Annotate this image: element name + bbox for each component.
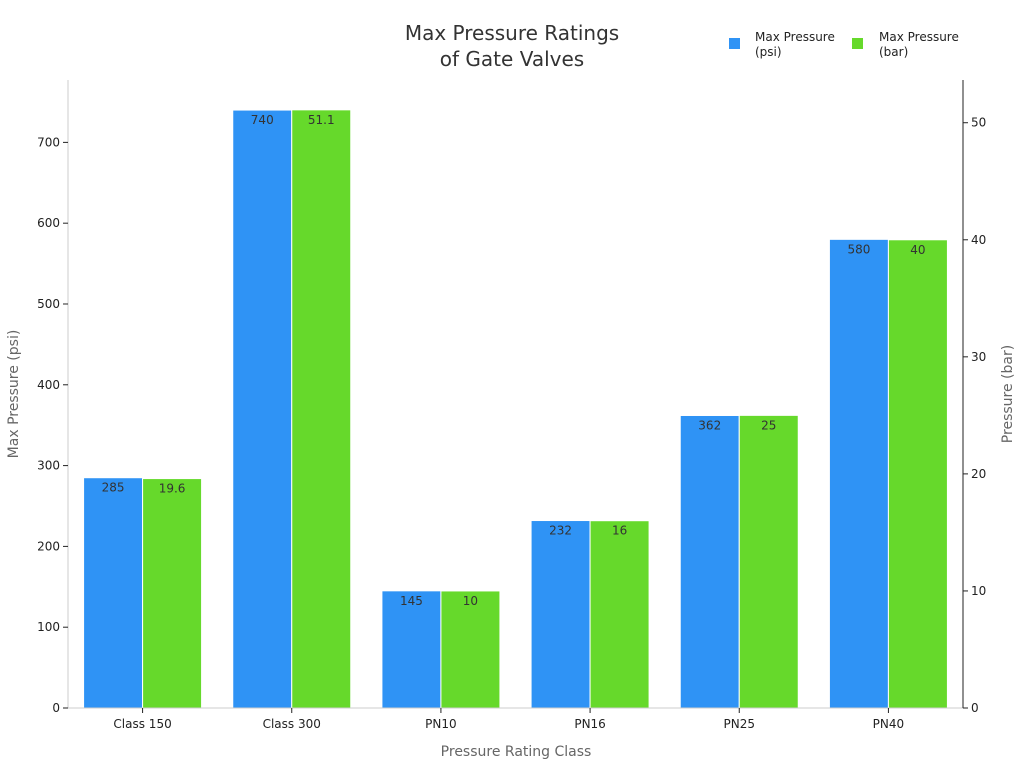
left-tick-label-4: 400 bbox=[37, 378, 60, 392]
chart-title-line-2: of Gate Valves bbox=[440, 47, 584, 71]
data-label-psi-5: 580 bbox=[847, 242, 870, 256]
bar-psi-5 bbox=[828, 238, 889, 709]
x-tick-label-0: Class 150 bbox=[113, 717, 171, 731]
right-tick-label-4: 40 bbox=[971, 233, 986, 247]
left-axis-title: Max Pressure (psi) bbox=[6, 330, 22, 459]
data-label-psi-0: 285 bbox=[102, 481, 125, 495]
data-label-psi-4: 362 bbox=[698, 418, 721, 432]
chart-title: Max Pressure Ratings of Gate Valves bbox=[405, 21, 619, 71]
data-label-psi-1: 740 bbox=[251, 113, 274, 127]
right-tick-label-3: 30 bbox=[971, 350, 986, 364]
data-label-psi-3: 232 bbox=[549, 524, 572, 538]
data-label-psi-2: 145 bbox=[400, 594, 423, 608]
bar-psi-3 bbox=[530, 520, 591, 709]
left-tick-label-5: 500 bbox=[37, 297, 60, 311]
data-label-bar-0: 19.6 bbox=[159, 482, 186, 496]
x-tick-label-1: Class 300 bbox=[263, 717, 321, 731]
legend-item-bar: Max Pressure (bar) bbox=[852, 30, 959, 59]
chart-title-line-1: Max Pressure Ratings bbox=[405, 21, 619, 45]
left-tick-label-3: 300 bbox=[37, 459, 60, 473]
legend-label-bar-line-2: (bar) bbox=[879, 45, 908, 59]
right-tick-label-0: 0 bbox=[971, 701, 979, 715]
x-tick-label-5: PN40 bbox=[873, 717, 904, 731]
left-tick-label-1: 100 bbox=[37, 620, 60, 634]
left-axis-ticks: 0 100 200 300 400 500 600 700 bbox=[37, 135, 68, 715]
bar-bar-1 bbox=[291, 109, 352, 709]
legend-label-bar-line-1: Max Pressure bbox=[879, 30, 959, 44]
x-tick-label-2: PN10 bbox=[425, 717, 456, 731]
legend-label-psi-line-1: Max Pressure bbox=[755, 30, 835, 44]
right-tick-label-1: 10 bbox=[971, 584, 986, 598]
bars-group bbox=[83, 109, 948, 709]
left-tick-label-6: 600 bbox=[37, 216, 60, 230]
x-axis-title: Pressure Rating Class bbox=[441, 744, 592, 760]
x-tick-label-3: PN16 bbox=[574, 717, 605, 731]
left-tick-label-0: 0 bbox=[52, 701, 60, 715]
legend-item-psi: Max Pressure (psi) bbox=[729, 30, 835, 59]
bar-bar-4 bbox=[738, 414, 799, 709]
left-tick-label-2: 200 bbox=[37, 539, 60, 553]
bar-psi-2 bbox=[381, 590, 442, 709]
legend-label-psi-line-2: (psi) bbox=[755, 45, 782, 59]
data-label-bar-1: 51.1 bbox=[308, 113, 335, 127]
bar-bar-5 bbox=[887, 239, 948, 709]
bar-labels-group: 285 19.6 740 51.1 145 10 232 16 362 25 580 40 bbox=[102, 113, 926, 608]
bar-psi-4 bbox=[679, 414, 740, 709]
left-tick-label-7: 700 bbox=[37, 135, 60, 149]
legend: Max Pressure (psi) Max Pressure (bar) bbox=[729, 30, 959, 59]
data-label-bar-2: 10 bbox=[463, 594, 478, 608]
data-label-bar-3: 16 bbox=[612, 524, 627, 538]
x-tick-label-4: PN25 bbox=[724, 717, 755, 731]
bar-psi-0 bbox=[83, 477, 144, 709]
right-axis-title: Pressure (bar) bbox=[1000, 345, 1016, 443]
right-axis-ticks: 0 10 20 30 40 50 bbox=[963, 116, 986, 715]
data-label-bar-4: 25 bbox=[761, 418, 776, 432]
right-tick-label-2: 20 bbox=[971, 467, 986, 481]
bar-psi-1 bbox=[232, 109, 293, 709]
bar-bar-3 bbox=[589, 520, 650, 709]
bar-bar-0 bbox=[142, 478, 203, 709]
x-axis-ticks: Class 150 Class 300 PN10 PN16 PN25 PN40 bbox=[113, 708, 904, 731]
legend-swatch-bar bbox=[852, 38, 863, 49]
data-label-bar-5: 40 bbox=[910, 243, 925, 257]
bar-bar-2 bbox=[440, 590, 501, 709]
legend-swatch-psi bbox=[729, 38, 740, 49]
right-tick-label-5: 50 bbox=[971, 116, 986, 130]
